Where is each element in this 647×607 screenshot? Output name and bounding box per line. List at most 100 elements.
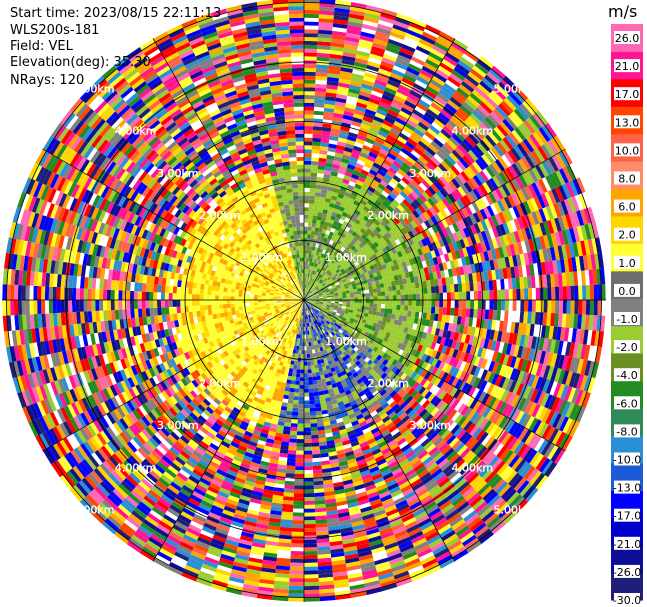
gate	[304, 585, 320, 591]
gate	[341, 118, 352, 125]
gate	[323, 263, 328, 268]
gate	[312, 465, 322, 470]
gate	[307, 226, 312, 231]
gate	[479, 55, 494, 69]
gate	[365, 303, 370, 307]
gate	[363, 112, 375, 120]
gate	[351, 190, 359, 197]
gate	[327, 243, 333, 249]
gate	[341, 182, 349, 189]
gate	[355, 162, 364, 170]
gate	[337, 209, 344, 216]
gate	[338, 78, 351, 85]
gate	[333, 11, 350, 18]
gate	[350, 216, 357, 223]
gate	[314, 399, 321, 404]
gate	[360, 209, 368, 216]
gate	[312, 215, 318, 220]
gate	[347, 21, 363, 28]
gate	[342, 51, 357, 58]
gate	[304, 357, 308, 362]
gate	[317, 255, 321, 261]
gate	[341, 211, 348, 218]
gate	[292, 368, 297, 374]
gate	[407, 63, 422, 73]
gate	[313, 250, 317, 256]
gate	[582, 285, 587, 300]
gate	[304, 547, 318, 552]
gate	[316, 268, 320, 273]
gate	[423, 62, 438, 73]
gate	[353, 113, 364, 120]
gate	[341, 158, 350, 164]
gate	[304, 230, 308, 235]
gate	[304, 508, 316, 513]
gate	[308, 253, 312, 258]
gate	[299, 388, 304, 393]
gate	[324, 268, 329, 273]
gate	[426, 127, 438, 138]
gate	[287, 453, 296, 459]
gate	[344, 146, 353, 153]
gate	[414, 49, 429, 59]
gate	[447, 48, 462, 60]
gate	[289, 574, 304, 579]
gate	[319, 275, 324, 279]
gate	[543, 287, 548, 300]
gate	[311, 145, 321, 150]
gate	[411, 131, 423, 141]
gate	[327, 261, 332, 266]
gate	[461, 283, 467, 292]
gate	[535, 287, 540, 300]
gate	[317, 41, 332, 47]
gate	[443, 55, 458, 67]
gate	[304, 558, 318, 563]
gate	[392, 295, 397, 300]
gate	[376, 307, 381, 313]
gate	[333, 229, 340, 235]
gate	[287, 403, 294, 408]
gate	[350, 5, 366, 13]
gate	[311, 250, 315, 255]
gate	[408, 300, 413, 306]
gate	[359, 172, 368, 180]
gate	[333, 15, 349, 22]
gate	[314, 95, 326, 100]
gate	[311, 434, 319, 439]
gate	[312, 270, 316, 275]
gate	[289, 387, 295, 393]
gate	[340, 67, 354, 73]
gate	[470, 291, 475, 300]
gate	[392, 290, 397, 296]
gate	[358, 221, 365, 228]
gate	[307, 273, 310, 278]
gate	[312, 461, 322, 467]
gate	[323, 237, 328, 243]
gate	[289, 430, 298, 436]
gate	[317, 260, 322, 265]
gate	[512, 300, 517, 312]
gate	[356, 50, 371, 58]
gate	[379, 16, 395, 25]
gate	[373, 176, 382, 184]
gate	[419, 137, 431, 147]
gate	[308, 388, 314, 393]
gate	[357, 293, 362, 298]
gate	[409, 134, 420, 144]
gate	[335, 200, 342, 207]
gate	[306, 245, 310, 250]
gate	[375, 283, 381, 289]
gate	[304, 245, 307, 250]
gate	[473, 308, 478, 319]
gate	[304, 17, 319, 22]
gate	[307, 222, 313, 227]
gate	[310, 282, 313, 287]
gate	[373, 300, 378, 304]
gate	[293, 400, 299, 405]
gate	[321, 134, 330, 140]
gate	[389, 300, 393, 305]
gate	[289, 581, 304, 587]
gate	[326, 247, 331, 252]
gate	[347, 210, 355, 217]
gate	[341, 59, 355, 66]
